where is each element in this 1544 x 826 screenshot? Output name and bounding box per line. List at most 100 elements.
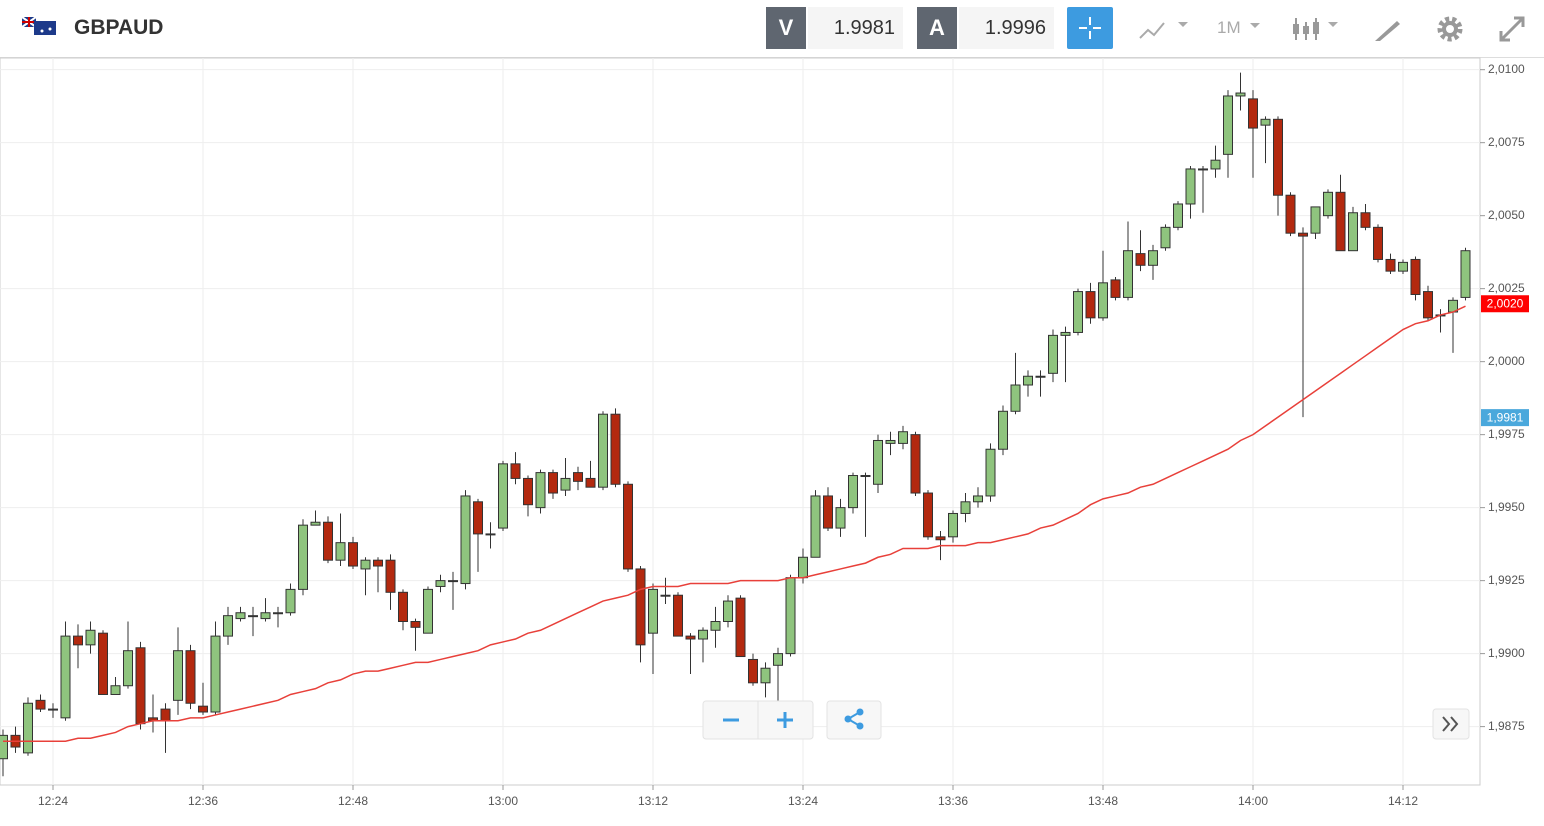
- candle-body: [348, 542, 358, 567]
- candle-body: [385, 559, 396, 593]
- x-tick-label: 14:00: [1238, 794, 1268, 808]
- candle-body: [173, 650, 183, 701]
- candle-body: [473, 501, 483, 535]
- candle-body: [698, 629, 708, 640]
- scroll-end-button[interactable]: [1432, 708, 1470, 740]
- candle-body: [498, 463, 508, 529]
- candle-body: [285, 588, 296, 614]
- x-tick-label: 13:24: [788, 794, 818, 808]
- x-tick-label: 13:36: [938, 794, 968, 808]
- candle-body: [235, 612, 246, 620]
- candle-body: [0, 734, 8, 760]
- chart-type-button[interactable]: [1138, 14, 1198, 44]
- price-tag-label: 2,0020: [1487, 296, 1524, 310]
- candle-body: [760, 667, 771, 684]
- candle-body: [510, 463, 521, 479]
- candle-body: [110, 685, 121, 695]
- candle-body: [1360, 212, 1371, 228]
- candle-body: [535, 472, 546, 509]
- candle-body: [1335, 191, 1346, 252]
- price-tag: [1481, 409, 1529, 427]
- toolbar: GBPAUD V 1.9981 A 1.9996 1M: [0, 0, 1544, 58]
- zoom-controls: [702, 700, 1470, 740]
- candle-body: [260, 612, 271, 620]
- candle-body: [423, 588, 433, 634]
- candle-body: [398, 591, 408, 622]
- plot-frame: [0, 57, 1481, 786]
- y-tick-label: 2,0025: [1488, 281, 1525, 295]
- candle-body: [773, 653, 783, 666]
- candle-body: [1460, 250, 1471, 298]
- x-tick-label: 13:48: [1088, 794, 1118, 808]
- candle-body: [560, 477, 571, 491]
- draw-button[interactable]: [1372, 14, 1402, 44]
- candle-body: [723, 600, 733, 622]
- candle-body: [298, 524, 308, 590]
- candle-body: [798, 556, 808, 579]
- share-button[interactable]: [826, 700, 882, 740]
- candle-body: [1110, 279, 1121, 298]
- candle-body: [1160, 226, 1171, 249]
- candle-body: [660, 594, 671, 597]
- candle-body: [935, 536, 946, 541]
- candle-body: [460, 495, 471, 585]
- candle-body: [873, 439, 883, 485]
- crosshair-button[interactable]: [1067, 7, 1113, 49]
- candle-body: [435, 580, 446, 587]
- x-tick-label: 13:00: [488, 794, 518, 808]
- candle-body: [485, 533, 496, 536]
- candle-body: [960, 501, 971, 514]
- candle-body: [410, 620, 421, 628]
- candle-body: [1173, 203, 1183, 228]
- candle-body: [1098, 282, 1108, 319]
- candle-body: [373, 559, 383, 567]
- candle-body: [448, 580, 458, 583]
- interval-arrow: [1250, 23, 1260, 28]
- candle-body: [323, 521, 333, 561]
- candle-body: [35, 699, 46, 710]
- candle-body: [185, 650, 196, 704]
- buy-label[interactable]: A: [917, 7, 957, 49]
- y-tick-label: 1,9975: [1488, 427, 1525, 441]
- candle-body: [1223, 95, 1233, 155]
- candle-body: [1048, 334, 1058, 374]
- moving-average: [3, 305, 1466, 742]
- candle-body: [1123, 250, 1133, 298]
- sell-label[interactable]: V: [766, 7, 806, 49]
- candle-body: [160, 708, 171, 722]
- x-tick-label: 13:12: [638, 794, 668, 808]
- buy-price[interactable]: 1.9996: [959, 7, 1054, 49]
- candle-body: [898, 431, 908, 444]
- settings-button[interactable]: [1435, 14, 1465, 44]
- candle-body: [610, 413, 621, 485]
- zoom-in[interactable]: [777, 712, 793, 728]
- interval[interactable]: 1M: [1217, 18, 1241, 37]
- candle-body: [73, 635, 83, 646]
- candle-body: [823, 495, 833, 529]
- y-tick-label: 2,0050: [1488, 208, 1525, 222]
- sell-price[interactable]: 1.9981: [808, 7, 903, 49]
- candle-body: [548, 472, 558, 494]
- candle-body: [835, 507, 846, 529]
- candle-body: [923, 492, 933, 538]
- candle-body: [1348, 212, 1358, 252]
- candle-body: [948, 512, 958, 538]
- candle-body: [1073, 291, 1083, 333]
- candle-body: [1085, 291, 1096, 319]
- candle-body: [1035, 375, 1046, 378]
- candle-button[interactable]: [1290, 14, 1350, 44]
- candle-body: [635, 568, 646, 646]
- fullscreen-button[interactable]: [1497, 14, 1527, 44]
- candle-body: [623, 483, 633, 570]
- candle-body: [785, 577, 796, 655]
- x-tick-label: 12:24: [38, 794, 68, 808]
- candle-body: [1310, 206, 1321, 234]
- candle-body: [1298, 232, 1308, 237]
- y-tick-label: 2,0100: [1488, 62, 1525, 76]
- candle-body: [710, 620, 721, 631]
- candle-body: [523, 477, 533, 506]
- candle-body: [648, 588, 658, 634]
- candle-body: [1248, 98, 1258, 129]
